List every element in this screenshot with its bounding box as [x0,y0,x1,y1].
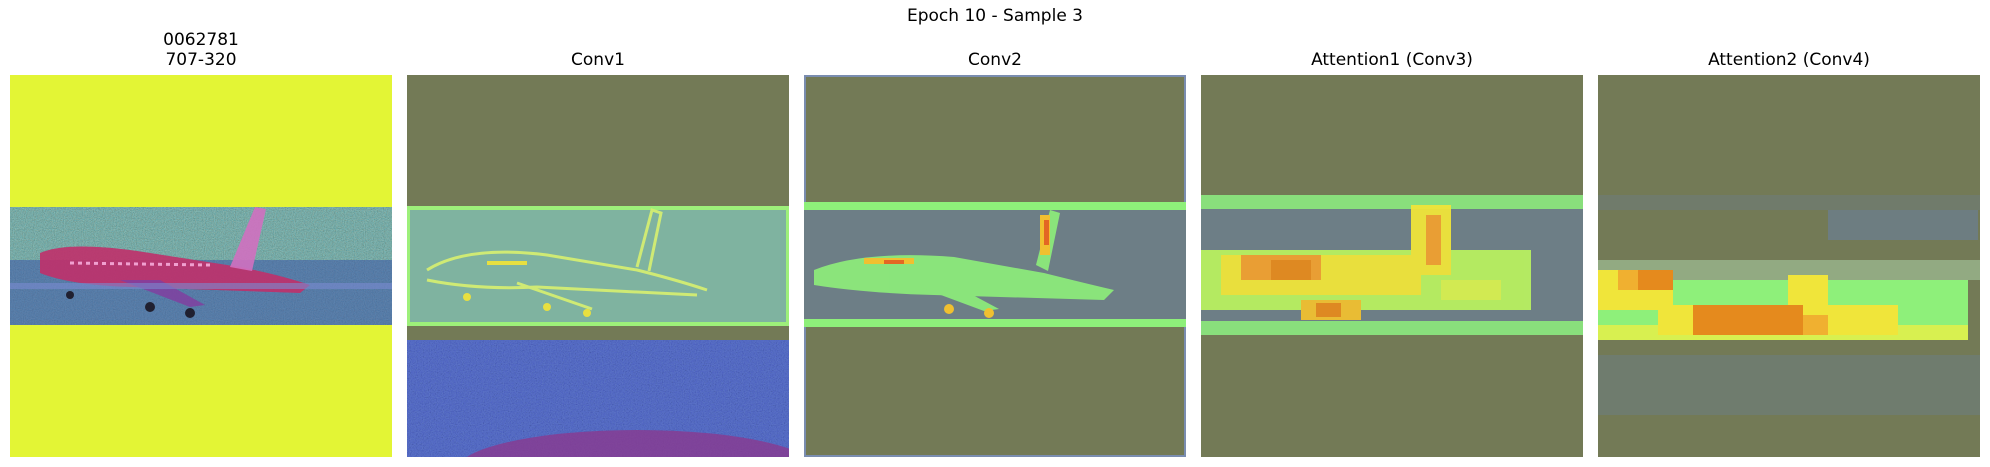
conv1-feature-map [407,75,789,457]
input-image [10,75,392,457]
figure-title: Epoch 10 - Sample 3 [907,6,1083,26]
panel-title-attention1: Attention1 (Conv3) [1311,50,1473,70]
panel-title-input: 0062781 707-320 [10,30,392,70]
class-label: 707-320 [165,50,237,70]
panel-title-attention2: Attention2 (Conv4) [1708,50,1870,70]
attention1-heatmap [1201,75,1583,457]
panel-title-conv2: Conv2 [968,50,1022,70]
panel-title-conv1: Conv1 [571,50,625,70]
image-id-label: 0062781 [163,30,239,50]
conv2-feature-map [804,75,1186,457]
attention2-heatmap [1598,75,1980,457]
